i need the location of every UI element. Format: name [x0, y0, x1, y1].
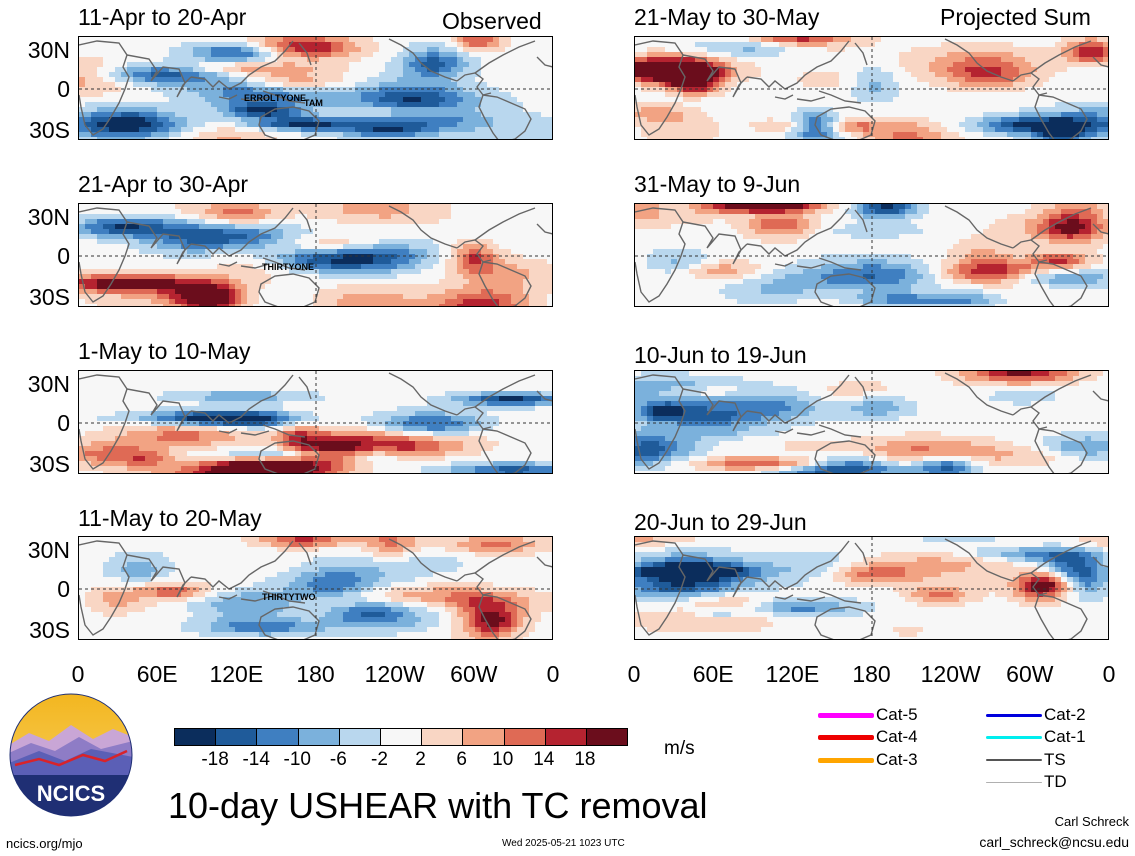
storm-label-errol: ERROL — [244, 93, 276, 103]
x-tick-label: 180 — [852, 661, 891, 687]
x-tick-label: 0 — [71, 661, 85, 687]
ylabel-30n: 30N — [27, 537, 70, 563]
x-tick-label: 0 — [627, 661, 641, 687]
legend-line — [818, 757, 874, 763]
legend-label: Cat-4 — [876, 727, 918, 746]
ylabel-30n: 30N — [27, 371, 70, 397]
x-tick-label: 120W — [920, 661, 981, 687]
x-tick-label: 120W — [364, 661, 425, 687]
panel-title-l1: 21-Apr to 30-Apr — [78, 171, 249, 197]
author-name: Carl Schreck — [1054, 814, 1129, 829]
x-tick-label: 120E — [209, 661, 264, 687]
ylabel-30s: 30S — [29, 451, 70, 477]
legend-label: Cat-1 — [1044, 727, 1086, 746]
storm-label-tyone: TYONE — [275, 93, 307, 103]
colorbar-swatch — [215, 729, 257, 745]
map-panel-r1 — [634, 203, 1109, 307]
panel-title-l0: 11-Apr to 20-Apr — [78, 4, 247, 30]
legend-line — [986, 759, 1042, 761]
colorbar-swatch — [256, 729, 298, 745]
panel-title-l3: 11-May to 20-May — [78, 505, 262, 531]
ylabel-30s: 30S — [29, 284, 70, 310]
figure-title: 10-day USHEAR with TC removal — [168, 785, 708, 826]
ncics-logo: NCICS — [9, 693, 133, 817]
legend-line — [818, 734, 874, 740]
legend-label: Cat-2 — [1044, 705, 1086, 724]
map-panel-l2 — [78, 370, 553, 474]
ylabel-30n: 30N — [27, 204, 70, 230]
x-tick-label: 0 — [1102, 661, 1116, 687]
colorbar-unit: m/s — [664, 738, 695, 759]
colorbar — [174, 728, 628, 746]
colorbar-swatch — [379, 729, 422, 745]
panel-title-r1: 31-May to 9-Jun — [634, 171, 801, 197]
colorbar-tick-label: -10 — [283, 749, 311, 770]
map-panel-r0 — [634, 36, 1109, 140]
x-tick-label: 120E — [765, 661, 820, 687]
x-tick-label: 60E — [136, 661, 178, 687]
colorbar-tick-label: 2 — [415, 749, 426, 770]
map-panel-r2 — [634, 370, 1109, 474]
colorbar-tick-label: 18 — [574, 749, 596, 770]
ylabel-0: 0 — [57, 410, 70, 436]
panel-title-r0: 21-May to 30-May — [634, 4, 820, 30]
ylabel-0: 0 — [57, 76, 70, 102]
observed-label: Observed — [442, 8, 542, 34]
colorbar-tick-label: -18 — [201, 749, 229, 770]
projected-sum-label: Projected Sum — [940, 4, 1091, 30]
colorbar-swatch — [462, 729, 504, 745]
x-tick-label: 180 — [296, 661, 335, 687]
colorbar-swatch — [503, 729, 545, 745]
legend-label: TS — [1044, 750, 1066, 769]
colorbar-tick-label: -6 — [329, 749, 347, 770]
legend-line — [986, 735, 1042, 739]
site-link[interactable]: ncics.org/mjo — [6, 836, 83, 851]
map-panel-r3 — [634, 536, 1109, 640]
x-tick-label: 60E — [692, 661, 734, 687]
ylabel-30s: 30S — [29, 617, 70, 643]
map-panel-l0 — [78, 36, 553, 140]
colorbar-swatch — [175, 729, 216, 745]
ylabel-0: 0 — [57, 243, 70, 269]
x-tick-label: 60W — [450, 661, 498, 687]
colorbar-tick-label: 10 — [492, 749, 514, 770]
legend-label: Cat-3 — [876, 750, 918, 769]
colorbar-swatch — [421, 729, 463, 745]
ylabel-0: 0 — [57, 576, 70, 602]
panel-title-r3: 20-Jun to 29-Jun — [634, 509, 807, 535]
legend-label: Cat-5 — [876, 705, 918, 724]
panel-title-l2: 1-May to 10-May — [78, 338, 251, 364]
legend-line — [818, 712, 874, 718]
storm-label-thirtyone: THIRTYONE — [262, 262, 315, 272]
author-email[interactable]: carl_schreck@ncsu.edu — [979, 834, 1129, 850]
colorbar-swatch — [297, 729, 339, 745]
legend-line — [986, 713, 1042, 717]
storm-label-tam: TAM — [304, 98, 323, 108]
panel-title-r2: 10-Jun to 19-Jun — [634, 342, 807, 368]
colorbar-tick-label: 6 — [456, 749, 467, 770]
colorbar-swatch — [338, 729, 380, 745]
colorbar-swatch — [585, 729, 628, 745]
map-panel-l1 — [78, 203, 553, 307]
colorbar-swatch — [544, 729, 586, 745]
colorbar-tick-label: -2 — [371, 749, 388, 770]
ylabel-30s: 30S — [29, 117, 70, 143]
colorbar-tick-label: -14 — [242, 749, 270, 770]
timestamp: Wed 2025-05-21 1023 UTC — [502, 838, 625, 849]
logo-text: NCICS — [37, 781, 105, 806]
map-panel-l3 — [78, 536, 553, 640]
x-tick-label: 60W — [1006, 661, 1054, 687]
legend-label: TD — [1044, 772, 1067, 791]
storm-label-thirtytwo: THIRTYTWO — [262, 592, 316, 602]
legend-line — [986, 781, 1042, 783]
x-tick-label: 0 — [546, 661, 560, 687]
colorbar-tick-label: 14 — [533, 749, 555, 770]
ylabel-30n: 30N — [27, 37, 70, 63]
